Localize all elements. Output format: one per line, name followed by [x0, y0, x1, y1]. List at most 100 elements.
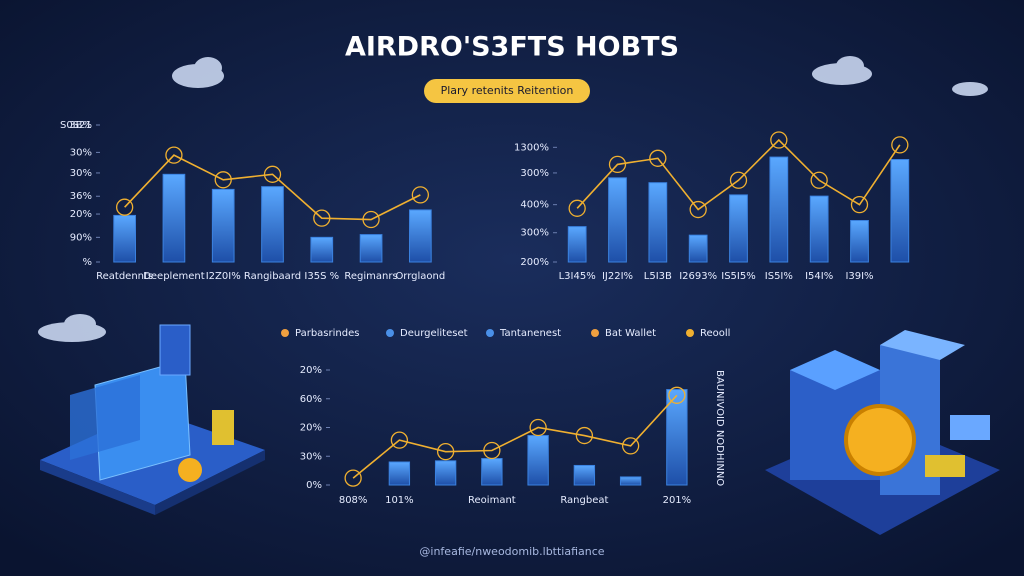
bar — [162, 173, 186, 263]
bar — [608, 177, 627, 263]
bar — [890, 159, 910, 263]
bar — [850, 220, 869, 263]
line-point — [313, 209, 331, 227]
line-point — [608, 155, 627, 174]
y-tick-label: 90% — [70, 232, 92, 243]
bar — [729, 194, 748, 263]
line-point — [810, 171, 828, 189]
x-tick-label: Orrglaond — [395, 271, 445, 282]
x-tick-label: I39I% — [845, 271, 873, 282]
bar — [809, 195, 829, 263]
line-point — [891, 136, 909, 154]
y-tick-label: 30% — [70, 147, 92, 158]
bar — [573, 464, 596, 486]
corner-label: S0S21 — [60, 120, 92, 131]
clouds — [38, 56, 988, 342]
legend-swatch — [486, 329, 494, 337]
line-point — [483, 441, 501, 460]
bar — [619, 476, 642, 486]
y-tick-label: 300% — [520, 228, 549, 239]
x-tick-label: Reatdennts — [96, 271, 153, 282]
bar — [211, 188, 235, 263]
bar — [527, 435, 549, 486]
line-point — [390, 431, 409, 449]
line-point — [729, 171, 748, 189]
subtitle: Plary retenits Reitention — [441, 84, 574, 97]
bar — [688, 234, 708, 263]
x-tick-label: Rangibaard — [244, 271, 301, 282]
x-tick-label: Rangbeat — [560, 495, 608, 506]
line-point — [165, 146, 183, 164]
title: AIRDRO'S3FTS HOBTS — [345, 32, 679, 63]
bar — [434, 460, 457, 486]
y-tick-label: 30% — [70, 168, 92, 179]
x-tick-label: I2693% — [679, 271, 717, 282]
y-tick-label: 400% — [520, 200, 549, 211]
x-tick-label: IS5I% — [765, 271, 793, 282]
bar — [359, 234, 383, 263]
line-point — [115, 198, 134, 216]
bar — [481, 458, 503, 486]
line — [576, 138, 901, 211]
y-tick-label: 30% — [300, 451, 322, 462]
line-point — [668, 386, 686, 404]
line-point — [411, 186, 430, 204]
annotation: BAUNIVOID NODHINNO — [714, 370, 725, 486]
bar — [567, 226, 587, 263]
legend-label: Tantanenest — [499, 328, 561, 339]
x-tick-label: IS5I5% — [721, 271, 755, 282]
x-tick-label: I54I% — [805, 271, 833, 282]
bar — [769, 156, 789, 263]
y-tick-label: 0% — [306, 480, 322, 491]
x-tick-label: L3I45% — [559, 271, 596, 282]
x-tick-label: Regimanrs — [344, 271, 397, 282]
y-tick-label: 20% — [70, 209, 92, 220]
y-tick-label: 60% — [300, 394, 322, 405]
y-tick-label: 20% — [300, 365, 322, 376]
bar — [310, 236, 334, 263]
legend-swatch — [386, 329, 394, 337]
y-tick-label: 3B% — [69, 120, 92, 131]
line-point — [362, 210, 380, 229]
x-tick-label: IJ22I% — [602, 271, 633, 282]
y-tick-label: 300% — [520, 168, 549, 179]
legend-swatch — [591, 329, 599, 337]
line-point — [575, 426, 594, 445]
line-point — [850, 196, 869, 214]
line-point — [621, 437, 640, 455]
y-tick-label: 20% — [300, 423, 322, 434]
x-tick-label: L5I3B — [644, 271, 672, 282]
line-point — [649, 149, 667, 167]
bar — [648, 182, 668, 263]
y-tick-label: 1300% — [514, 142, 549, 153]
line-point — [214, 171, 232, 189]
server-illustration — [765, 330, 1000, 535]
line-point — [263, 165, 282, 183]
subtitle-pill — [424, 79, 590, 103]
x-tick-label: I2Z0I% — [206, 271, 241, 282]
bar — [409, 209, 432, 263]
footer: @infeafie/nweodomib.lbttiafiance — [419, 545, 604, 558]
line-point — [436, 442, 455, 461]
y-tick-label: % — [82, 257, 92, 268]
line-point — [568, 199, 586, 217]
x-tick-label: Deeplement — [143, 271, 205, 282]
x-tick-label: 101% — [385, 495, 414, 506]
line-point — [770, 131, 788, 149]
bar — [388, 461, 411, 486]
legend-label: Reooll — [700, 328, 730, 339]
laptop-illustration — [40, 324, 265, 515]
bar — [113, 214, 136, 263]
line-point — [529, 418, 547, 437]
x-tick-label: Reoimant — [468, 495, 516, 506]
y-tick-label: 36% — [70, 191, 92, 202]
legend-label: Bat Wallet — [605, 328, 656, 339]
x-tick-label: I35S % — [304, 271, 339, 282]
legend-swatch — [686, 329, 694, 337]
legend-swatch — [281, 329, 289, 337]
legend-label: Parbasrindes — [295, 328, 359, 339]
line-point — [689, 200, 707, 219]
x-tick-label: 201% — [663, 495, 692, 506]
